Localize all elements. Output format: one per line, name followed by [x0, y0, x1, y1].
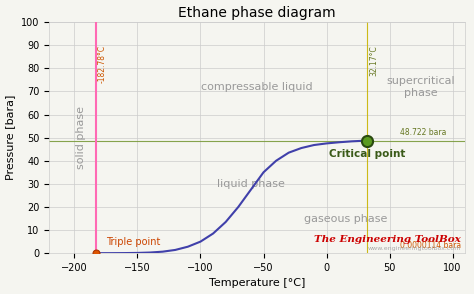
Text: The Engineering ToolBox: The Engineering ToolBox [314, 235, 461, 244]
Y-axis label: Pressure [bara]: Pressure [bara] [6, 95, 16, 180]
Text: liquid phase: liquid phase [217, 179, 285, 189]
Text: compressable liquid: compressable liquid [201, 82, 313, 92]
X-axis label: Temperature [°C]: Temperature [°C] [209, 278, 305, 288]
Text: 0.0000114 bara: 0.0000114 bara [400, 241, 461, 250]
Text: -182.78°C: -182.78°C [98, 45, 107, 83]
Title: Ethane phase diagram: Ethane phase diagram [178, 6, 336, 20]
Text: www.engineeringtoolbox.com: www.engineeringtoolbox.com [368, 246, 461, 251]
Text: Critical point: Critical point [329, 149, 406, 159]
Text: gaseous phase: gaseous phase [304, 213, 387, 223]
Text: solid phase: solid phase [76, 106, 86, 169]
Text: supercritical
phase: supercritical phase [387, 76, 456, 98]
Text: 32.17°C: 32.17°C [369, 45, 378, 76]
Text: 48.722 bara: 48.722 bara [400, 128, 446, 137]
Text: Triple point: Triple point [106, 237, 160, 247]
